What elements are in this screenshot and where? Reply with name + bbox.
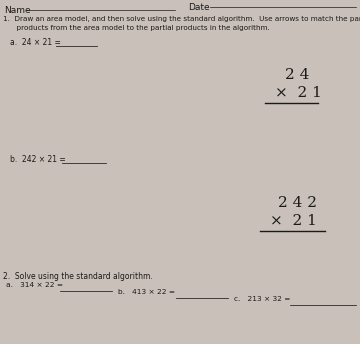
Text: 2.  Solve using the standard algorithm.: 2. Solve using the standard algorithm. xyxy=(3,272,153,281)
Text: products from the area model to the partial products in the algorithm.: products from the area model to the part… xyxy=(3,25,270,31)
Text: 2 4: 2 4 xyxy=(285,68,309,82)
Text: ×  2 1: × 2 1 xyxy=(270,214,317,228)
Text: ×  2 1: × 2 1 xyxy=(275,86,322,100)
Text: Name: Name xyxy=(4,6,31,15)
Text: Date: Date xyxy=(188,3,210,12)
Text: b.  242 × 21 =: b. 242 × 21 = xyxy=(10,155,68,164)
Text: 1.  Draw an area model, and then solve using the standard algorithm.  Use arrows: 1. Draw an area model, and then solve us… xyxy=(3,16,360,22)
Text: c.   213 × 32 =: c. 213 × 32 = xyxy=(234,296,293,302)
Text: a.  24 × 21 =: a. 24 × 21 = xyxy=(10,38,63,47)
Text: a.   314 × 22 =: a. 314 × 22 = xyxy=(6,282,66,288)
Text: 2 4 2: 2 4 2 xyxy=(278,196,317,210)
Text: b.   413 × 22 =: b. 413 × 22 = xyxy=(118,289,177,295)
